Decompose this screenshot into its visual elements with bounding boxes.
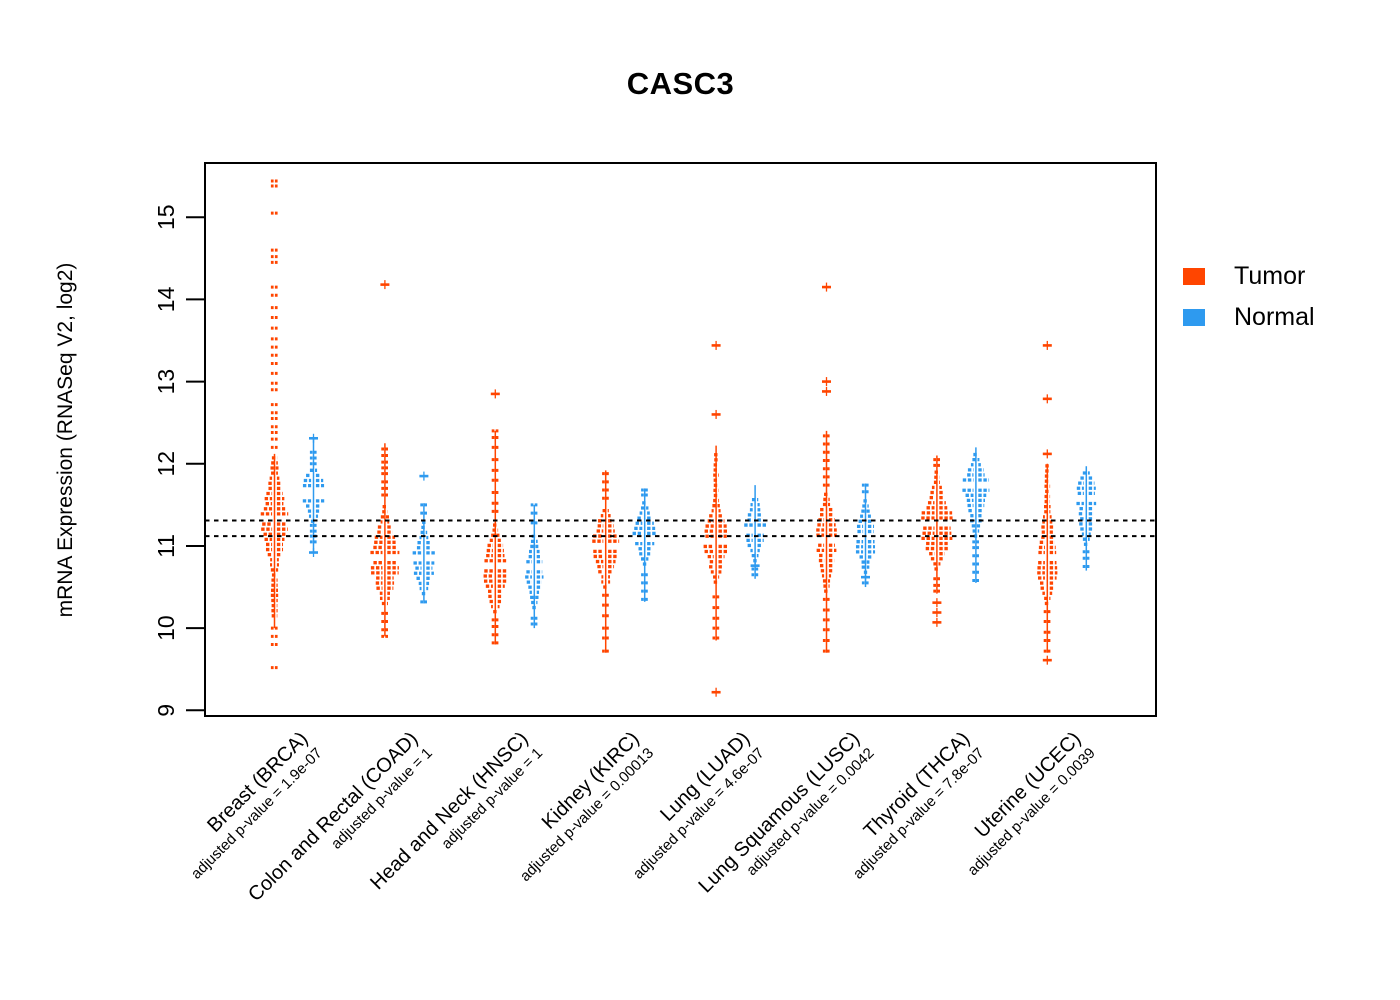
y-tick-label: 11 [153,534,179,558]
plot-box [204,162,1157,717]
y-tick-label: 12 [153,451,179,477]
violin-HNSC-tumor [483,389,508,645]
violin-COAD-normal [412,471,436,604]
violin-THCA-normal [962,447,990,583]
violin-COAD-tumor [370,280,400,638]
violin-HNSC-normal [525,503,544,629]
violin-KIRC-normal [632,488,657,602]
legend-item-normal: Normal [1183,303,1315,331]
legend: Tumor Normal [1183,262,1315,344]
legend-item-tumor: Tumor [1183,262,1315,290]
violin-LUAD-tumor [703,340,729,697]
y-tick-label: 9 [153,704,179,717]
violins [260,179,1097,697]
y-tick-label: 14 [153,286,179,312]
chart-title: CASC3 [626,66,735,101]
violin-BRCA-normal [302,433,325,558]
violin-LUSC-tumor [816,282,837,653]
y-tick-label: 10 [153,615,179,641]
violin-KIRC-tumor [592,470,620,653]
violin-BRCA-tumor [260,179,289,670]
y-tick-label: 15 [153,204,179,230]
legend-label-tumor: Tumor [1234,262,1306,290]
violin-UCEC-tumor [1037,340,1058,665]
violin-UCEC-normal [1076,466,1097,571]
y-tick-label: 13 [153,369,179,395]
legend-label-normal: Normal [1234,303,1315,331]
tumor-swatch-icon [1183,267,1205,285]
violin-THCA-tumor [921,455,953,627]
violin-LUAD-normal [744,485,766,579]
normal-swatch-icon [1183,308,1205,326]
